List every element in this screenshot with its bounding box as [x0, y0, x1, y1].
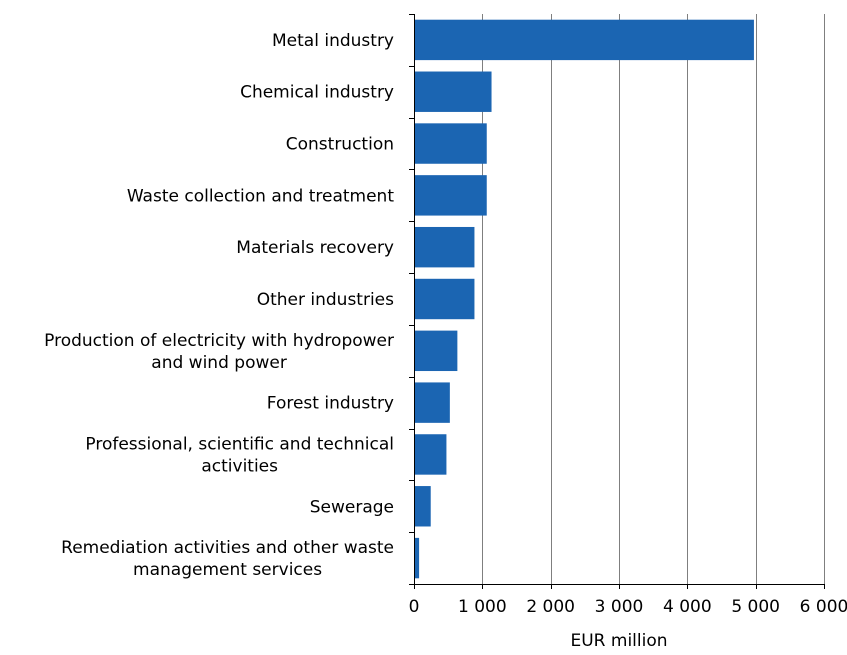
- x-axis-title: EUR million: [570, 631, 667, 651]
- bar: [415, 434, 447, 475]
- bar: [415, 382, 450, 423]
- category-label: Sewerage: [310, 497, 394, 517]
- category-label-line: Chemical industry: [240, 83, 394, 103]
- x-tick-label: 5 000: [731, 597, 780, 617]
- category-label: Chemical industry: [240, 83, 394, 103]
- category-label: Professional, scientific and technical ac…: [85, 434, 394, 476]
- bar: [415, 278, 475, 320]
- category-label-line: Remediation activities and other waste: [61, 538, 394, 558]
- bar: [415, 486, 431, 527]
- bar: [415, 71, 492, 112]
- bar: [415, 226, 475, 268]
- x-tick-label: 4 000: [663, 597, 712, 617]
- category-labels: Metal industry Chemical industry Construct…: [44, 31, 394, 580]
- category-label-line: and wind power: [151, 353, 287, 373]
- category-label-line: Professional, scientific and technical: [85, 434, 394, 454]
- x-tick-label: 3 000: [595, 597, 644, 617]
- bar: [415, 175, 487, 216]
- category-label-line: Materials recovery: [236, 238, 394, 258]
- bars: [415, 19, 754, 579]
- category-label: Materials recovery: [236, 238, 394, 258]
- category-label-line: Sewerage: [310, 497, 394, 517]
- category-label: Remediation activities and other waste ma…: [61, 538, 394, 580]
- category-label-line: Forest industry: [267, 394, 394, 414]
- x-tick-label: 0: [409, 597, 420, 617]
- x-tick-label: 2 000: [526, 597, 575, 617]
- axes: [409, 14, 825, 589]
- category-label-line: Other industries: [257, 290, 394, 310]
- bar: [415, 330, 458, 372]
- bar: [415, 123, 487, 164]
- category-label-line: management services: [133, 560, 322, 580]
- grid-lines: [482, 14, 825, 584]
- category-label: Other industries: [257, 290, 394, 310]
- bar: [415, 537, 420, 579]
- bar: [415, 19, 754, 61]
- category-label-line: Construction: [286, 135, 394, 155]
- category-label-line: Waste collection and treatment: [127, 186, 394, 206]
- category-label: Forest industry: [267, 394, 394, 414]
- category-label-line: Production of electricity with hydropowe…: [44, 331, 394, 351]
- category-label: Construction: [286, 135, 394, 155]
- category-label-line: Metal industry: [272, 31, 394, 51]
- category-label-line: activities: [201, 456, 278, 476]
- x-tick-label: 6 000: [800, 597, 847, 617]
- category-label: Production of electricity with hydropowe…: [44, 331, 394, 373]
- x-tick-label: 1 000: [458, 597, 507, 617]
- x-tick-labels: 0 1 000 2 000 3 000 4 000 5 000 6 000: [409, 597, 847, 617]
- category-label: Metal industry: [272, 31, 394, 51]
- category-label: Waste collection and treatment: [127, 186, 394, 206]
